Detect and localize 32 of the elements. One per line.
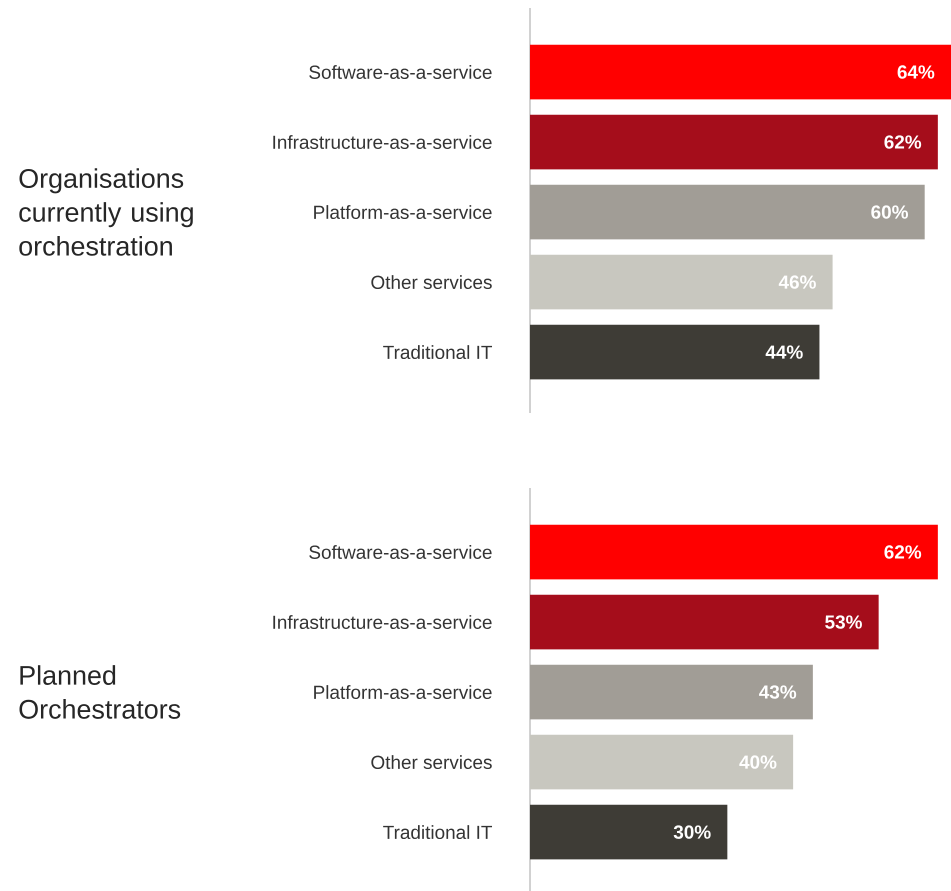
bar xyxy=(530,254,833,310)
data-label: 44% xyxy=(766,345,803,359)
y-tick-label: Traditional IT xyxy=(383,345,492,360)
y-tick-label: Platform-as-a-service xyxy=(314,685,492,700)
y-tick-label: Traditional IT xyxy=(383,825,492,840)
bar xyxy=(530,184,925,240)
text: Organisations currently using orchestration xyxy=(19,168,193,256)
text: Planned Orchestrators xyxy=(19,665,180,719)
y-tick-label: Other services xyxy=(371,275,492,290)
bar xyxy=(530,664,813,720)
data-label: 30% xyxy=(674,825,711,839)
data-label: 53% xyxy=(825,615,862,629)
data-label: 43% xyxy=(759,685,796,699)
data-label: 62% xyxy=(884,135,922,149)
data-label: 62% xyxy=(884,545,922,559)
bar xyxy=(530,524,938,580)
y-tick-label: Infrastructure-as-a-service xyxy=(273,135,492,149)
y-tick-label: Platform-as-a-service xyxy=(314,205,492,219)
data-label: 64% xyxy=(898,65,934,79)
bar xyxy=(530,804,728,860)
y-tick-label: Software-as-a-service xyxy=(309,65,492,79)
data-label: 40% xyxy=(739,755,776,769)
bar xyxy=(530,594,879,650)
data-label: 46% xyxy=(778,275,816,289)
y-tick-label: Software-as-a-service xyxy=(309,545,492,559)
bar xyxy=(530,734,794,790)
bar xyxy=(530,44,951,100)
y-tick-label: Other services xyxy=(371,755,492,770)
bar xyxy=(530,324,820,380)
y-tick-label: Infrastructure-as-a-service xyxy=(273,615,492,629)
data-label: 60% xyxy=(871,205,908,219)
bar xyxy=(530,114,938,170)
